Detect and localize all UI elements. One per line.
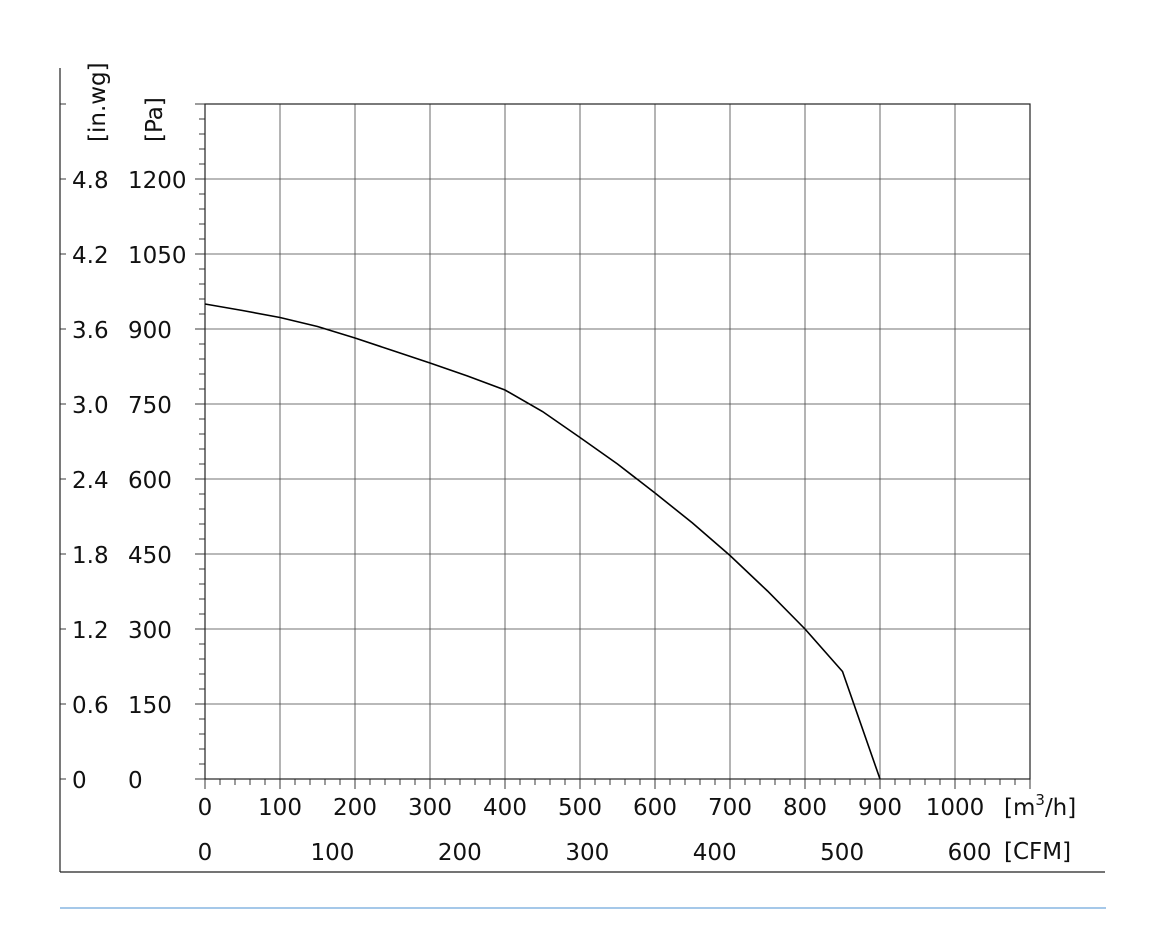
y-tick-label-inwg: 2.4: [72, 468, 109, 494]
y-tick-label-inwg: 1.2: [72, 618, 109, 644]
x-unit-m3h-sup: 3: [1035, 791, 1045, 809]
x-tick-label-cfm: 600: [948, 840, 992, 866]
x-unit-m3h-tail: /h]: [1045, 795, 1076, 821]
y-tick-label-inwg: 0.6: [72, 693, 109, 719]
x-tick-label-cfm: 0: [198, 840, 213, 866]
x-tick-label-m3h: 900: [858, 795, 902, 821]
y-tick-label-pa: 450: [128, 543, 172, 569]
y-tick-label-inwg: 4.2: [72, 243, 109, 269]
x-tick-label-m3h: 800: [783, 795, 827, 821]
x-unit-m3h-base: [m: [1004, 795, 1035, 821]
y-tick-label-inwg: 1.8: [72, 543, 109, 569]
y-tick-label-pa: 1200: [128, 168, 187, 194]
y-tick-label-pa: 150: [128, 693, 172, 719]
y-tick-label-pa: 0: [128, 768, 143, 794]
grid-lines: [205, 104, 1030, 779]
x-tick-label-m3h: 300: [408, 795, 452, 821]
x-unit-m3h: [m3/h]: [1004, 791, 1076, 821]
x-axis-m3h-labels: 0 100 200 300 400 500 600 700 800 900 1000: [198, 795, 985, 821]
y-axis-inwg-labels: 0 0.6 1.2 1.8 2.4 3.0 3.6 4.2 4.8: [72, 168, 109, 794]
x-axis-cfm-labels: 0 100 200 300 400 500 600: [198, 840, 992, 866]
minor-ticks: [60, 103, 1031, 789]
y-tick-label-pa: 600: [128, 468, 172, 494]
y-tick-label-inwg: 4.8: [72, 168, 109, 194]
y-tick-label-pa: 750: [128, 393, 172, 419]
y-tick-label-inwg: 3.0: [72, 393, 109, 419]
y-tick-label-inwg: 3.6: [72, 318, 109, 344]
y-unit-pa: [Pa]: [142, 97, 168, 142]
y-tick-label-pa: 1050: [128, 243, 187, 269]
x-tick-label-cfm: 500: [820, 840, 864, 866]
x-tick-label-m3h: 600: [633, 795, 677, 821]
x-tick-label-cfm: 100: [310, 840, 354, 866]
y-axis-pa-labels: 0 150 300 450 600 750 900 1050 1200: [128, 168, 187, 794]
x-tick-label-cfm: 300: [565, 840, 609, 866]
y-tick-label-pa: 300: [128, 618, 172, 644]
x-tick-label-m3h: 0: [198, 795, 213, 821]
y-unit-inwg: [in.wg]: [85, 62, 111, 142]
x-tick-label-m3h: 1000: [926, 795, 985, 821]
x-tick-label-m3h: 400: [483, 795, 527, 821]
x-tick-label-m3h: 200: [333, 795, 377, 821]
pressure-curve: [204, 303, 881, 780]
x-tick-label-m3h: 700: [708, 795, 752, 821]
x-tick-label-m3h: 500: [558, 795, 602, 821]
x-tick-label-m3h: 100: [258, 795, 302, 821]
x-unit-cfm: [CFM]: [1004, 839, 1071, 865]
plot-frame: [204, 103, 1031, 780]
y-tick-label-pa: 900: [128, 318, 172, 344]
x-tick-label-cfm: 400: [693, 840, 737, 866]
y-tick-label-inwg: 0: [72, 768, 87, 794]
x-tick-label-cfm: 200: [438, 840, 482, 866]
